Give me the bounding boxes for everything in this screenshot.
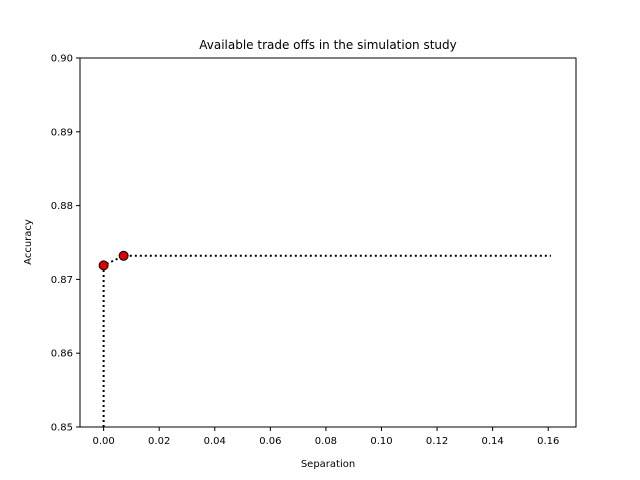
plot-frame xyxy=(79,57,577,428)
x-axis: 0.00 0.02 0.04 0.06 0.08 0.10 0.12 0.14 0.16 xyxy=(92,427,559,447)
x-tick-label: 0.02 xyxy=(148,436,170,447)
data-point-0 xyxy=(98,260,109,271)
frontier-line xyxy=(102,254,551,427)
x-tick-label: 0.10 xyxy=(370,436,392,447)
x-tick-label: 0.08 xyxy=(315,436,337,447)
y-tick-label: 0.87 xyxy=(51,275,73,286)
y-tick-label: 0.90 xyxy=(51,54,73,65)
x-tick-label: 0.16 xyxy=(537,436,559,447)
y-tick-label: 0.88 xyxy=(51,201,73,212)
x-tick-label: 0.00 xyxy=(92,436,114,447)
y-tick-label: 0.89 xyxy=(51,127,73,138)
x-tick-label: 0.14 xyxy=(482,436,504,447)
data-point-1 xyxy=(118,250,129,261)
y-tick-label: 0.86 xyxy=(51,349,73,360)
plot-area xyxy=(79,57,577,428)
y-axis: 0.85 0.86 0.87 0.88 0.89 0.90 xyxy=(51,54,80,434)
x-tick-label: 0.04 xyxy=(204,436,226,447)
y-tick-label: 0.85 xyxy=(51,423,73,434)
chart-title: Available trade offs in the simulation s… xyxy=(199,38,457,52)
y-axis-label: Accuracy xyxy=(23,219,34,265)
x-tick-label: 0.12 xyxy=(426,436,448,447)
x-tick-label: 0.06 xyxy=(259,436,281,447)
x-axis-label: Separation xyxy=(301,459,355,470)
